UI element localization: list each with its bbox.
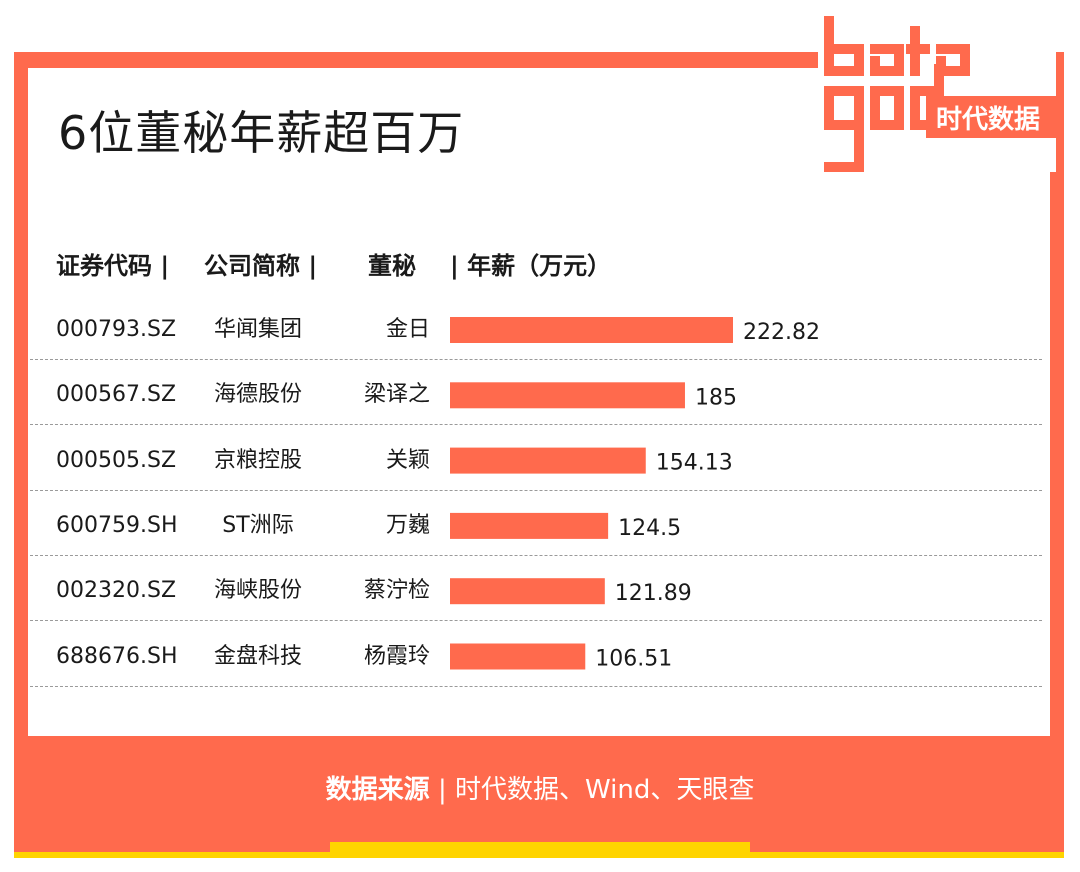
row-secretary: 关颖 — [385, 447, 430, 473]
row-code: 600759.SH — [56, 512, 178, 538]
datagod-logo: 时代数据 — [818, 16, 1056, 172]
row-divider — [30, 554, 1042, 556]
row-company: 京粮控股 — [213, 447, 302, 473]
row-secretary: 梁译之 — [363, 382, 430, 408]
row-code: 000505.SZ — [56, 447, 177, 473]
source-separator: | — [437, 775, 447, 805]
header-code: 证券代码 | — [56, 252, 170, 280]
row-secretary: 万巍 — [385, 512, 430, 538]
row-code: 002320.SZ — [56, 578, 177, 604]
row-divider — [30, 685, 1042, 687]
row-divider — [30, 424, 1042, 426]
source-label: 数据来源 — [325, 775, 430, 805]
row-divider — [30, 359, 1042, 360]
row-code: 000567.SZ — [56, 382, 177, 408]
row-divider — [30, 489, 1042, 491]
row-company: 华闻集团 — [213, 317, 302, 342]
row-company: 海峡股份 — [213, 578, 302, 604]
row-company: 海德股份 — [213, 382, 302, 408]
row-secretary: 杨霞玲 — [363, 643, 430, 669]
logo-brand-text: 时代数据 — [936, 105, 1040, 135]
row-secretary: 金日 — [385, 317, 430, 342]
header-secretary: 董秘 — [368, 252, 416, 280]
row-company: 金盘科技 — [213, 643, 302, 669]
row-company: ST洲际 — [222, 512, 294, 538]
row-code: 000793.SZ — [56, 317, 177, 342]
header-company: 公司简称 | — [204, 252, 318, 280]
row-code: 688676.SH — [56, 643, 178, 669]
datagod-logo-mark: 时代数据 — [824, 16, 1056, 172]
chart-title: 6位董秘年薪超百万 — [58, 106, 465, 160]
source-text: 时代数据、Wind、天眼查 — [454, 775, 755, 805]
bottom-accent-tab — [330, 842, 750, 858]
header-salary: | 年薪（万元） — [450, 252, 612, 280]
row-secretary: 蔡泞检 — [363, 578, 430, 604]
row-divider — [30, 620, 1042, 622]
data-source-note: 数据来源 | 时代数据、Wind、天眼查 — [0, 770, 1080, 810]
